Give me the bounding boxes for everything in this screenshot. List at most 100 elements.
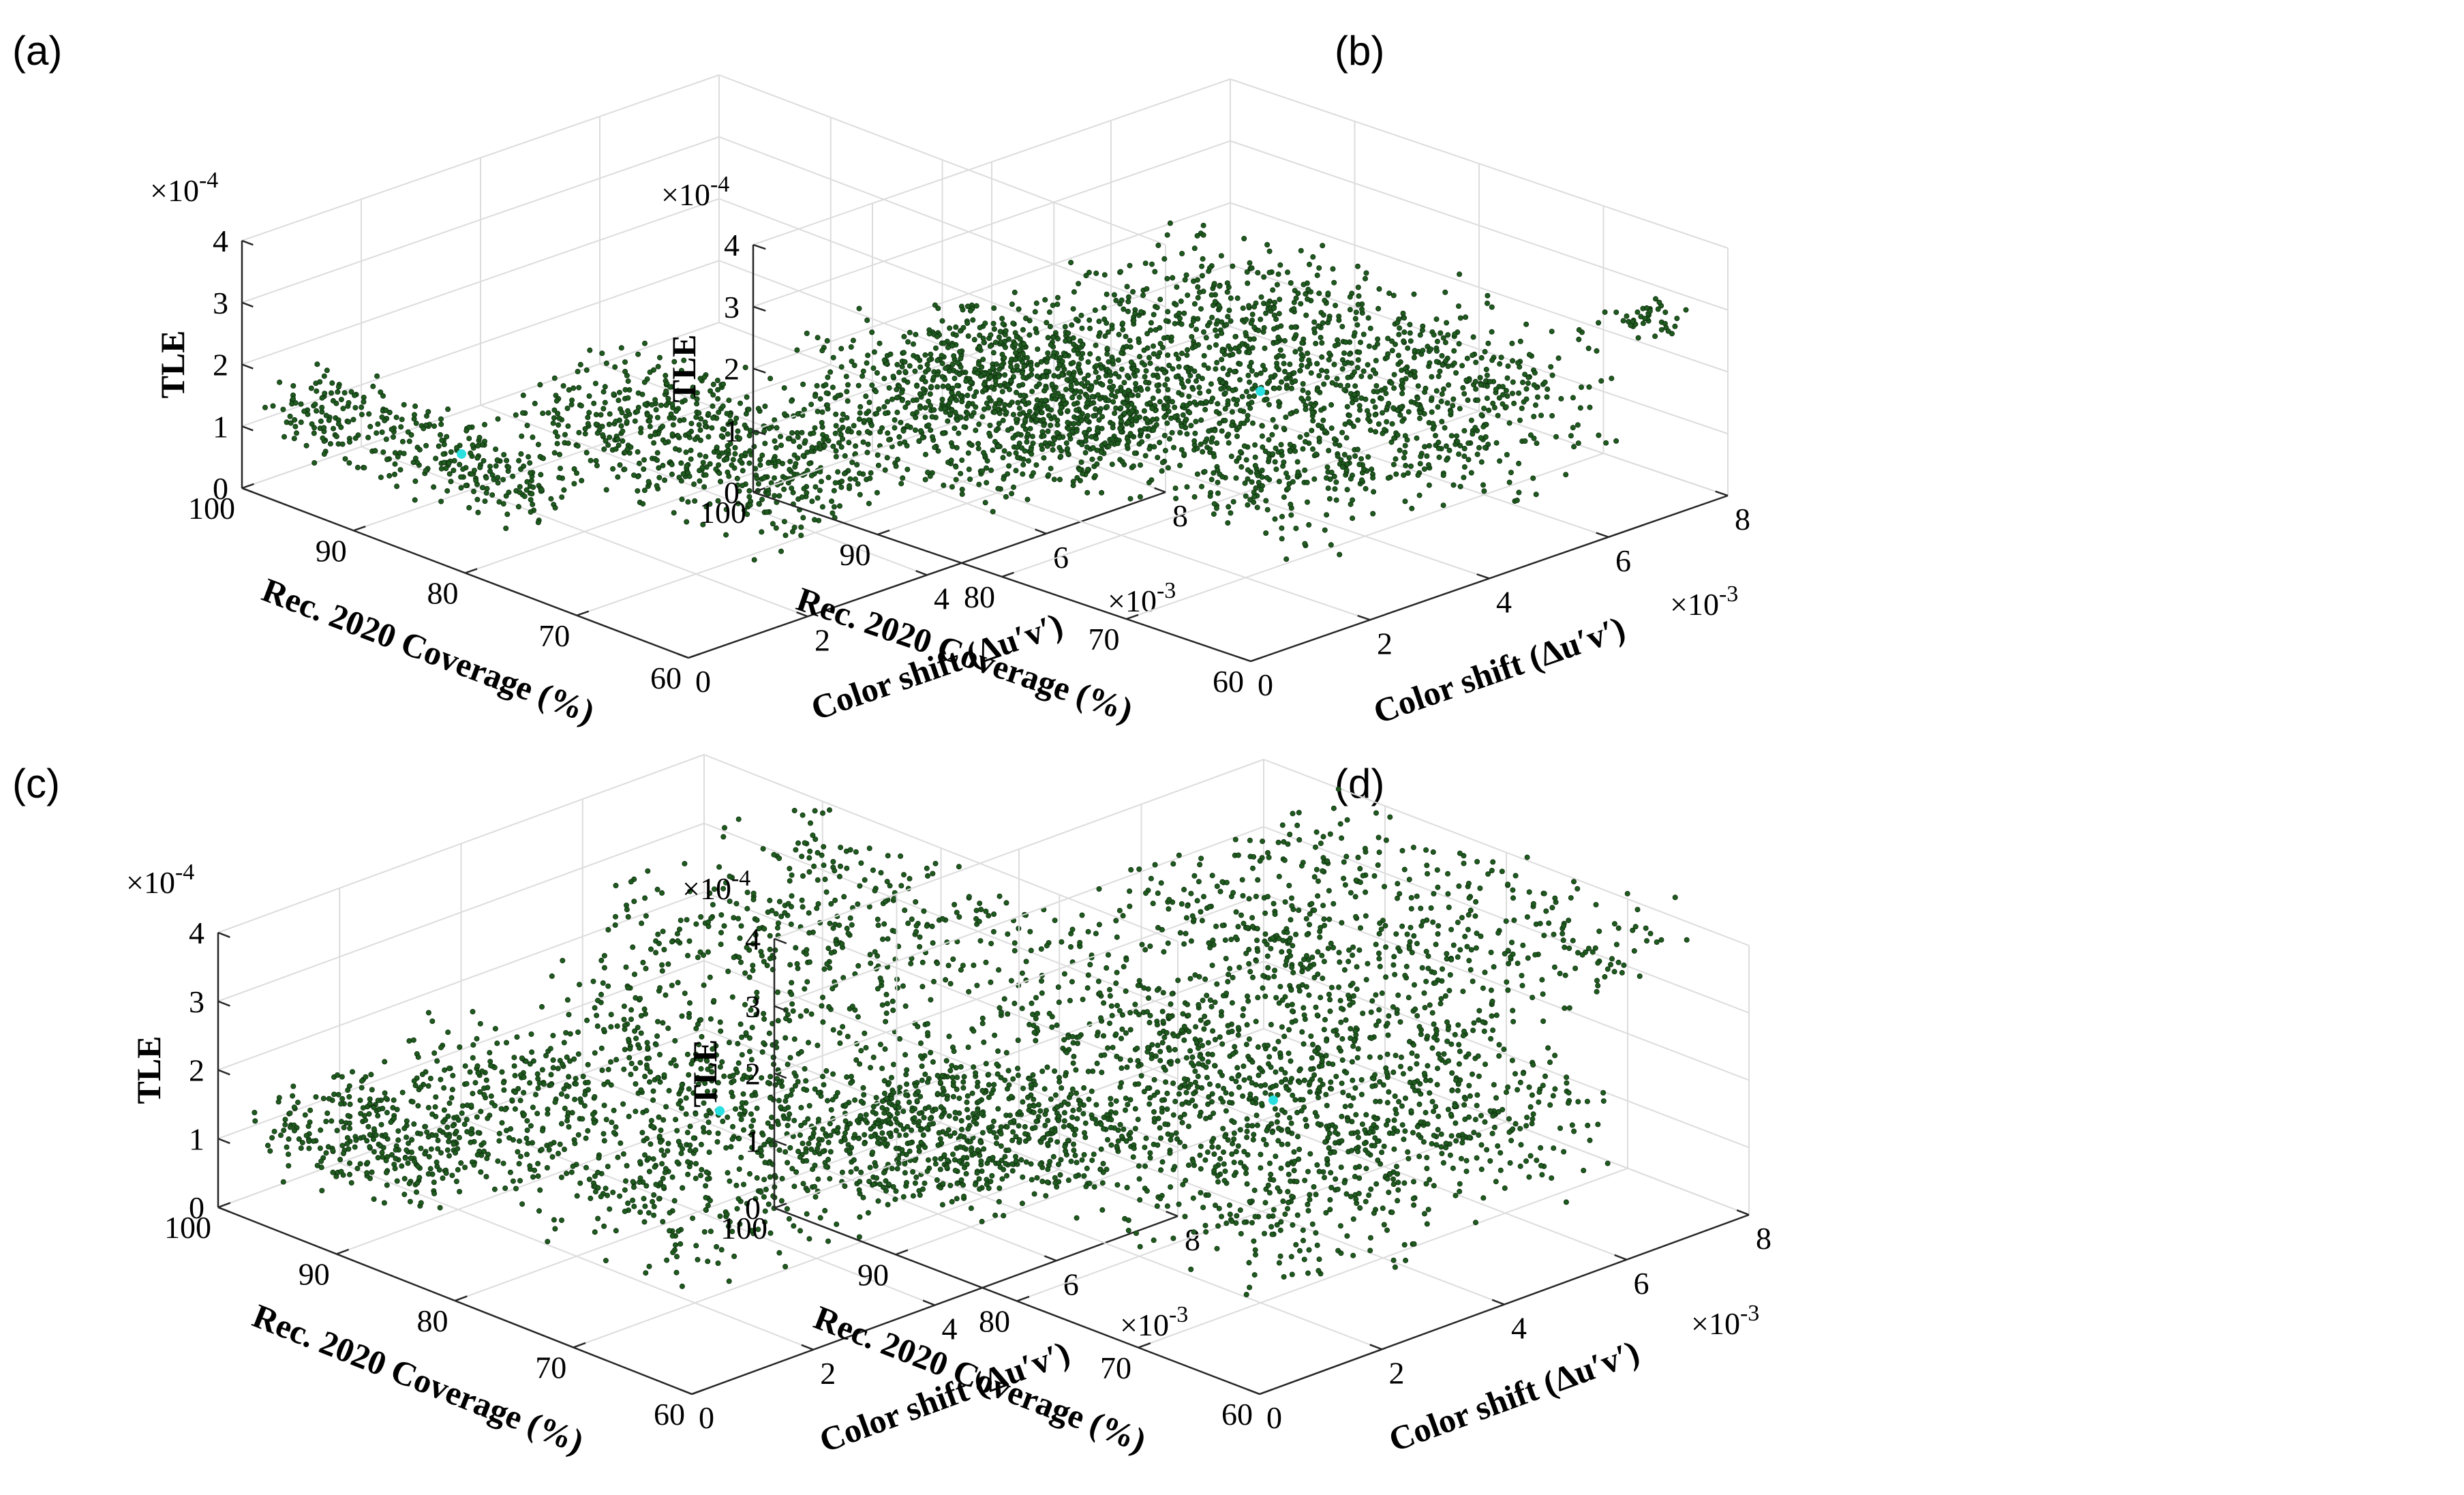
data-point (401, 451, 407, 457)
data-point (1119, 459, 1125, 465)
data-point (839, 417, 845, 423)
data-point (1278, 323, 1284, 329)
data-point (817, 1215, 823, 1221)
data-point (1440, 386, 1446, 392)
data-point (1012, 357, 1018, 363)
data-point (715, 396, 721, 402)
data-point (1249, 345, 1256, 351)
data-point (1209, 314, 1215, 320)
data-point (1500, 401, 1506, 407)
data-point (666, 1087, 672, 1093)
data-point (312, 402, 318, 408)
data-point (1352, 316, 1358, 322)
data-point (613, 419, 619, 425)
data-point (1437, 368, 1443, 374)
data-point (1266, 402, 1272, 408)
data-point (408, 432, 414, 438)
data-point (853, 476, 859, 482)
data-point (1125, 373, 1131, 379)
data-point (519, 433, 525, 439)
x-tick (465, 568, 478, 574)
data-point (899, 389, 905, 395)
data-point (714, 378, 720, 384)
data-point (1196, 373, 1202, 379)
data-point (1346, 412, 1352, 419)
data-point (1405, 345, 1411, 351)
data-point (1353, 309, 1359, 316)
data-point (922, 405, 928, 411)
data-point (663, 372, 669, 378)
data-point (603, 1186, 609, 1192)
data-point (1082, 438, 1089, 444)
data-point (622, 1208, 628, 1214)
data-point (696, 422, 702, 428)
data-point (914, 383, 920, 389)
data-point (1051, 350, 1057, 356)
data-point (1491, 405, 1497, 411)
data-point (863, 1044, 869, 1051)
data-point (642, 1074, 648, 1080)
data-point (845, 1033, 851, 1040)
data-point (1174, 284, 1180, 290)
data-point (1208, 292, 1215, 298)
data-point (438, 1150, 444, 1156)
data-point (957, 349, 963, 355)
data-point (812, 393, 819, 399)
data-point (902, 359, 908, 365)
data-point (262, 404, 268, 410)
data-point (817, 440, 823, 447)
data-point (1168, 415, 1174, 421)
data-point (1243, 457, 1249, 463)
data-point (789, 1001, 795, 1007)
data-point (894, 361, 900, 367)
data-point (757, 462, 763, 468)
data-point (1057, 477, 1063, 483)
data-point (982, 500, 988, 506)
data-point (1370, 398, 1376, 404)
data-point (1452, 331, 1458, 337)
data-point (1071, 401, 1077, 407)
data-point (613, 1124, 619, 1130)
data-point (991, 326, 997, 332)
data-point (1046, 412, 1052, 419)
data-point (1352, 369, 1358, 375)
data-point (438, 421, 444, 427)
data-point (1276, 399, 1282, 405)
data-point (1026, 458, 1032, 464)
data-point (1461, 453, 1467, 459)
data-point (761, 1040, 767, 1046)
data-point (1384, 419, 1390, 425)
data-point (475, 509, 481, 515)
data-point (459, 1103, 466, 1109)
data-point (1251, 494, 1258, 500)
data-point (391, 434, 397, 440)
data-point (1079, 442, 1085, 448)
data-point (564, 406, 571, 412)
data-point (298, 419, 304, 425)
data-point (671, 359, 678, 365)
data-point (641, 457, 648, 463)
data-point (918, 428, 924, 434)
data-point (1161, 256, 1168, 262)
data-point (1500, 384, 1506, 390)
data-point (673, 408, 680, 414)
data-point (842, 1118, 849, 1124)
data-point (718, 1247, 725, 1253)
data-point (379, 429, 385, 436)
data-point (1237, 361, 1243, 367)
data-point (1014, 363, 1020, 369)
data-point (1200, 222, 1206, 228)
data-point (919, 984, 926, 990)
gridline (241, 74, 720, 241)
data-point (1170, 366, 1176, 372)
data-point (715, 387, 721, 393)
data-point (1411, 291, 1417, 297)
data-point (1075, 364, 1081, 370)
highlight-point (1256, 386, 1266, 396)
data-point (740, 468, 746, 474)
data-point (672, 1038, 678, 1044)
data-point (958, 364, 964, 370)
data-point (884, 879, 890, 885)
data-point (992, 404, 998, 410)
data-point (1228, 295, 1234, 301)
